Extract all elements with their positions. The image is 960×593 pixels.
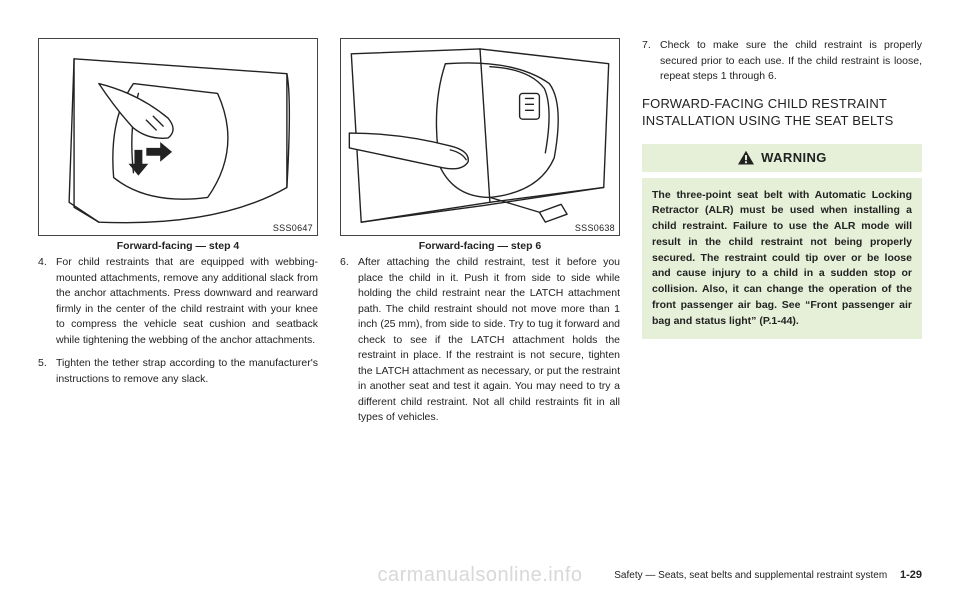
illustration-step4 xyxy=(39,39,317,235)
column-3: 7. Check to make sure the child restrain… xyxy=(642,38,922,434)
warning-header: WARNING xyxy=(642,144,922,172)
column-1: SSS0647 Forward-facing — step 4 4. For c… xyxy=(38,38,318,434)
warning-icon xyxy=(737,150,755,166)
list-number: 7. xyxy=(642,38,660,85)
list-number: 4. xyxy=(38,255,56,348)
figure-code: SSS0647 xyxy=(273,223,313,233)
footer-section: Safety — Seats, seat belts and supplemen… xyxy=(614,570,887,581)
list-item: 4. For child restraints that are equippe… xyxy=(38,255,318,348)
figure-code: SSS0638 xyxy=(575,223,615,233)
list-text: For child restraints that are equipped w… xyxy=(56,255,318,348)
list-number: 6. xyxy=(340,255,358,426)
list-text: Tighten the tether strap according to th… xyxy=(56,356,318,387)
illustration-step6 xyxy=(341,39,619,235)
list-item: 5. Tighten the tether strap according to… xyxy=(38,356,318,387)
page-footer: Safety — Seats, seat belts and supplemen… xyxy=(614,569,922,581)
list-text: Check to make sure the child restraint i… xyxy=(660,38,922,85)
figure-caption: Forward-facing — step 6 xyxy=(340,240,620,252)
list-item: 7. Check to make sure the child restrain… xyxy=(642,38,922,85)
figure-caption: Forward-facing — step 4 xyxy=(38,240,318,252)
section-heading: FORWARD-FACING CHILD RESTRAINT INSTALLAT… xyxy=(642,95,922,130)
list-number: 5. xyxy=(38,356,56,387)
warning-label: WARNING xyxy=(761,150,827,165)
warning-body: The three-point seat belt with Automatic… xyxy=(642,178,922,340)
figure-step6: SSS0638 xyxy=(340,38,620,236)
page: SSS0647 Forward-facing — step 4 4. For c… xyxy=(0,0,960,444)
list-text: After attaching the child restraint, tes… xyxy=(358,255,620,426)
column-2: SSS0638 Forward-facing — step 6 6. After… xyxy=(340,38,620,434)
list-item: 6. After attaching the child restraint, … xyxy=(340,255,620,426)
figure-step4: SSS0647 xyxy=(38,38,318,236)
watermark: carmanualsonline.info xyxy=(377,564,582,587)
footer-page: 1-29 xyxy=(900,569,922,581)
